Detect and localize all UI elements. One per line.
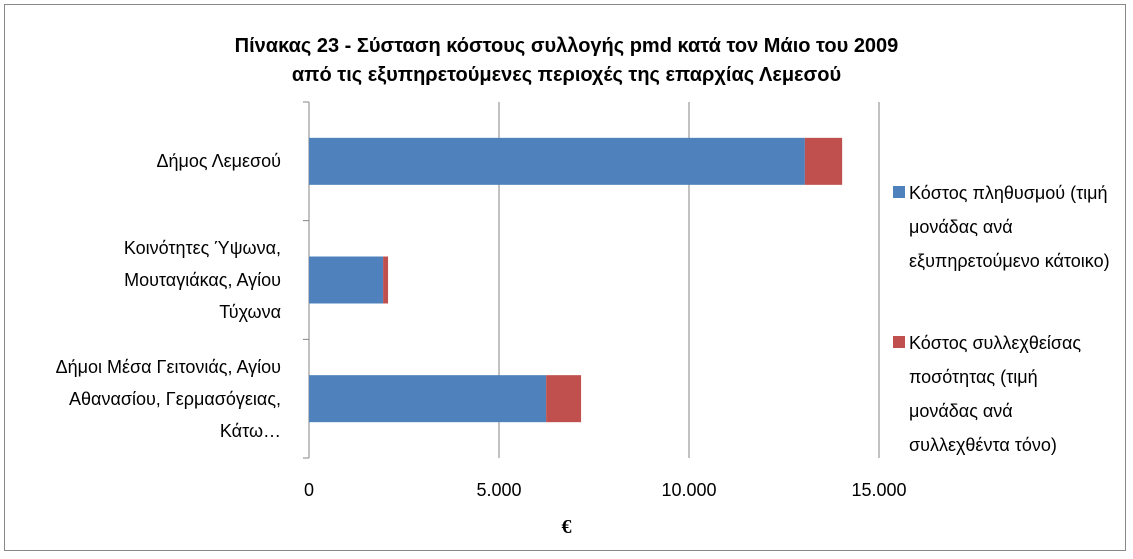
chart-frame [4, 4, 1126, 551]
y-tick-label: Δήμοι Μέσα Γειτονιάς, Αγίου Αθανασίου, Γ… [55, 356, 281, 441]
legend-label: Κόστος συλλεχθείσας ποσότητας (τιμή μονά… [909, 333, 1082, 455]
bar-segment [383, 256, 389, 304]
x-tick-label: 10.000 [661, 480, 717, 500]
bar-segment [309, 375, 547, 423]
legend-swatch [893, 336, 905, 348]
bar-segment [546, 375, 582, 423]
x-axis-label: € [561, 516, 572, 538]
x-tick-label: 5.000 [476, 480, 522, 500]
legend-swatch [893, 186, 905, 198]
x-tick-label: 0 [303, 480, 314, 500]
bar-segment [804, 137, 843, 185]
chart-title: Πίνακας 23 - Σύσταση κόστους συλλογής pm… [234, 35, 899, 86]
bar-segment [309, 137, 805, 185]
x-tick-label: 15.000 [851, 480, 907, 500]
y-tick-label: Κοινότητες Ύψωνα, Μουταγιάκας, Αγίου Τύχ… [123, 238, 281, 322]
y-tick-label: Δήμος Λεμεσού [156, 151, 281, 172]
legend-label: Κόστος πληθυσμού (τιμή μονάδας ανά εξυπη… [909, 183, 1110, 271]
bar-segment [309, 256, 384, 304]
